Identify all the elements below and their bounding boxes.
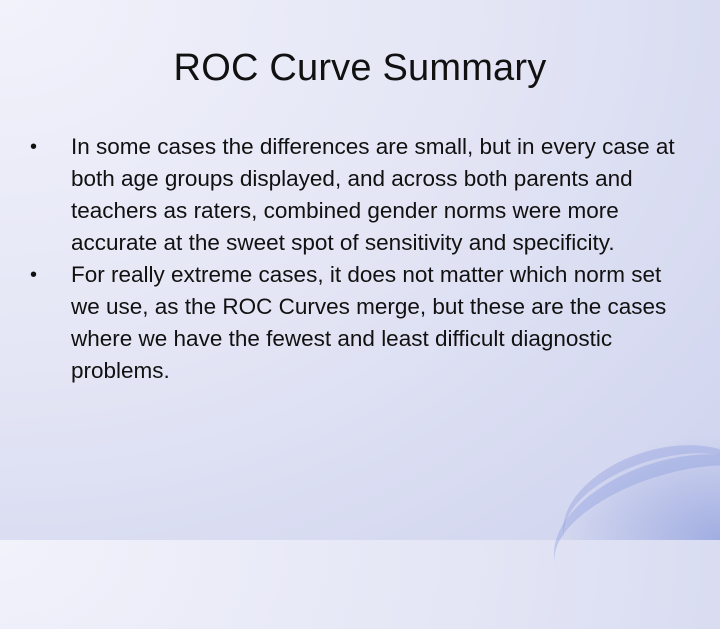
bullet-item: • In some cases the differences are smal… — [30, 131, 690, 259]
bullet-list: • In some cases the differences are smal… — [30, 131, 690, 387]
bullet-text: In some cases the differences are small,… — [71, 134, 675, 255]
slide: ROC Curve Summary • In some cases the di… — [30, 47, 720, 629]
slide-title: ROC Curve Summary — [173, 47, 547, 89]
bullet-text: For really extreme cases, it does not ma… — [71, 262, 667, 383]
bullet-item: • For really extreme cases, it does not … — [30, 259, 690, 387]
bullet-icon: • — [30, 136, 38, 158]
bullet-icon: • — [30, 264, 38, 286]
